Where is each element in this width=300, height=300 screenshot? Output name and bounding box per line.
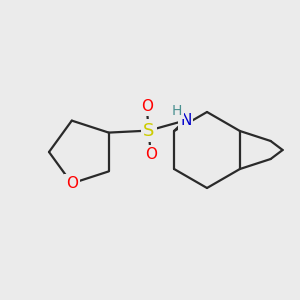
Text: S: S — [143, 122, 154, 140]
Text: O: O — [141, 99, 153, 114]
Text: N: N — [180, 113, 191, 128]
Text: H: H — [172, 103, 182, 118]
Text: O: O — [66, 176, 78, 191]
Text: O: O — [145, 147, 157, 162]
